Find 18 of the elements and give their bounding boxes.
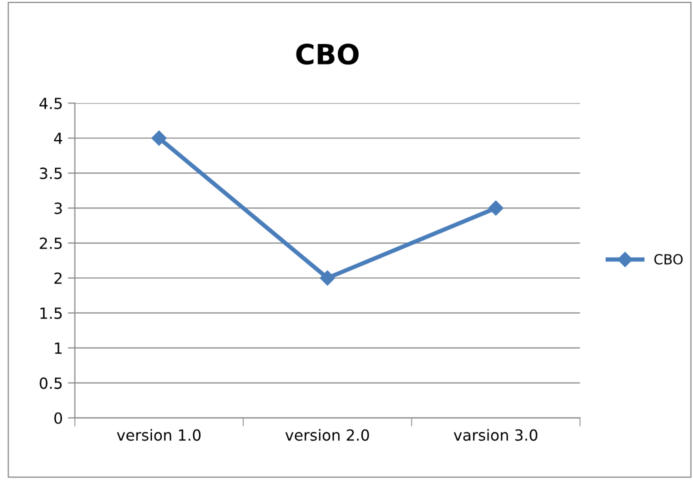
point [488, 200, 504, 216]
y-tick-label: 4.5 [39, 98, 62, 110]
y-tick-label: 3 [54, 202, 62, 214]
point [320, 270, 336, 286]
y-tick-label: 2 [54, 272, 62, 284]
y-tick-label: 0 [54, 412, 62, 424]
y-tick-label: 1.5 [40, 308, 62, 319]
y-tick-label: 1 [54, 342, 62, 354]
point [151, 130, 167, 146]
legend-label: CBO [654, 254, 683, 265]
chart-title: CBO [296, 44, 359, 65]
x-tick-label: version 2.0 [285, 429, 369, 441]
x-tick-label: varsion 3.0 [454, 429, 538, 441]
y-tick-label: 0.5 [40, 377, 62, 389]
y-tick-label: 2.5 [40, 238, 62, 250]
x-tick-label: version 1.0 [116, 429, 201, 441]
y-tick-label: 3.5 [40, 168, 62, 180]
y-tick-label: 4 [54, 132, 62, 144]
